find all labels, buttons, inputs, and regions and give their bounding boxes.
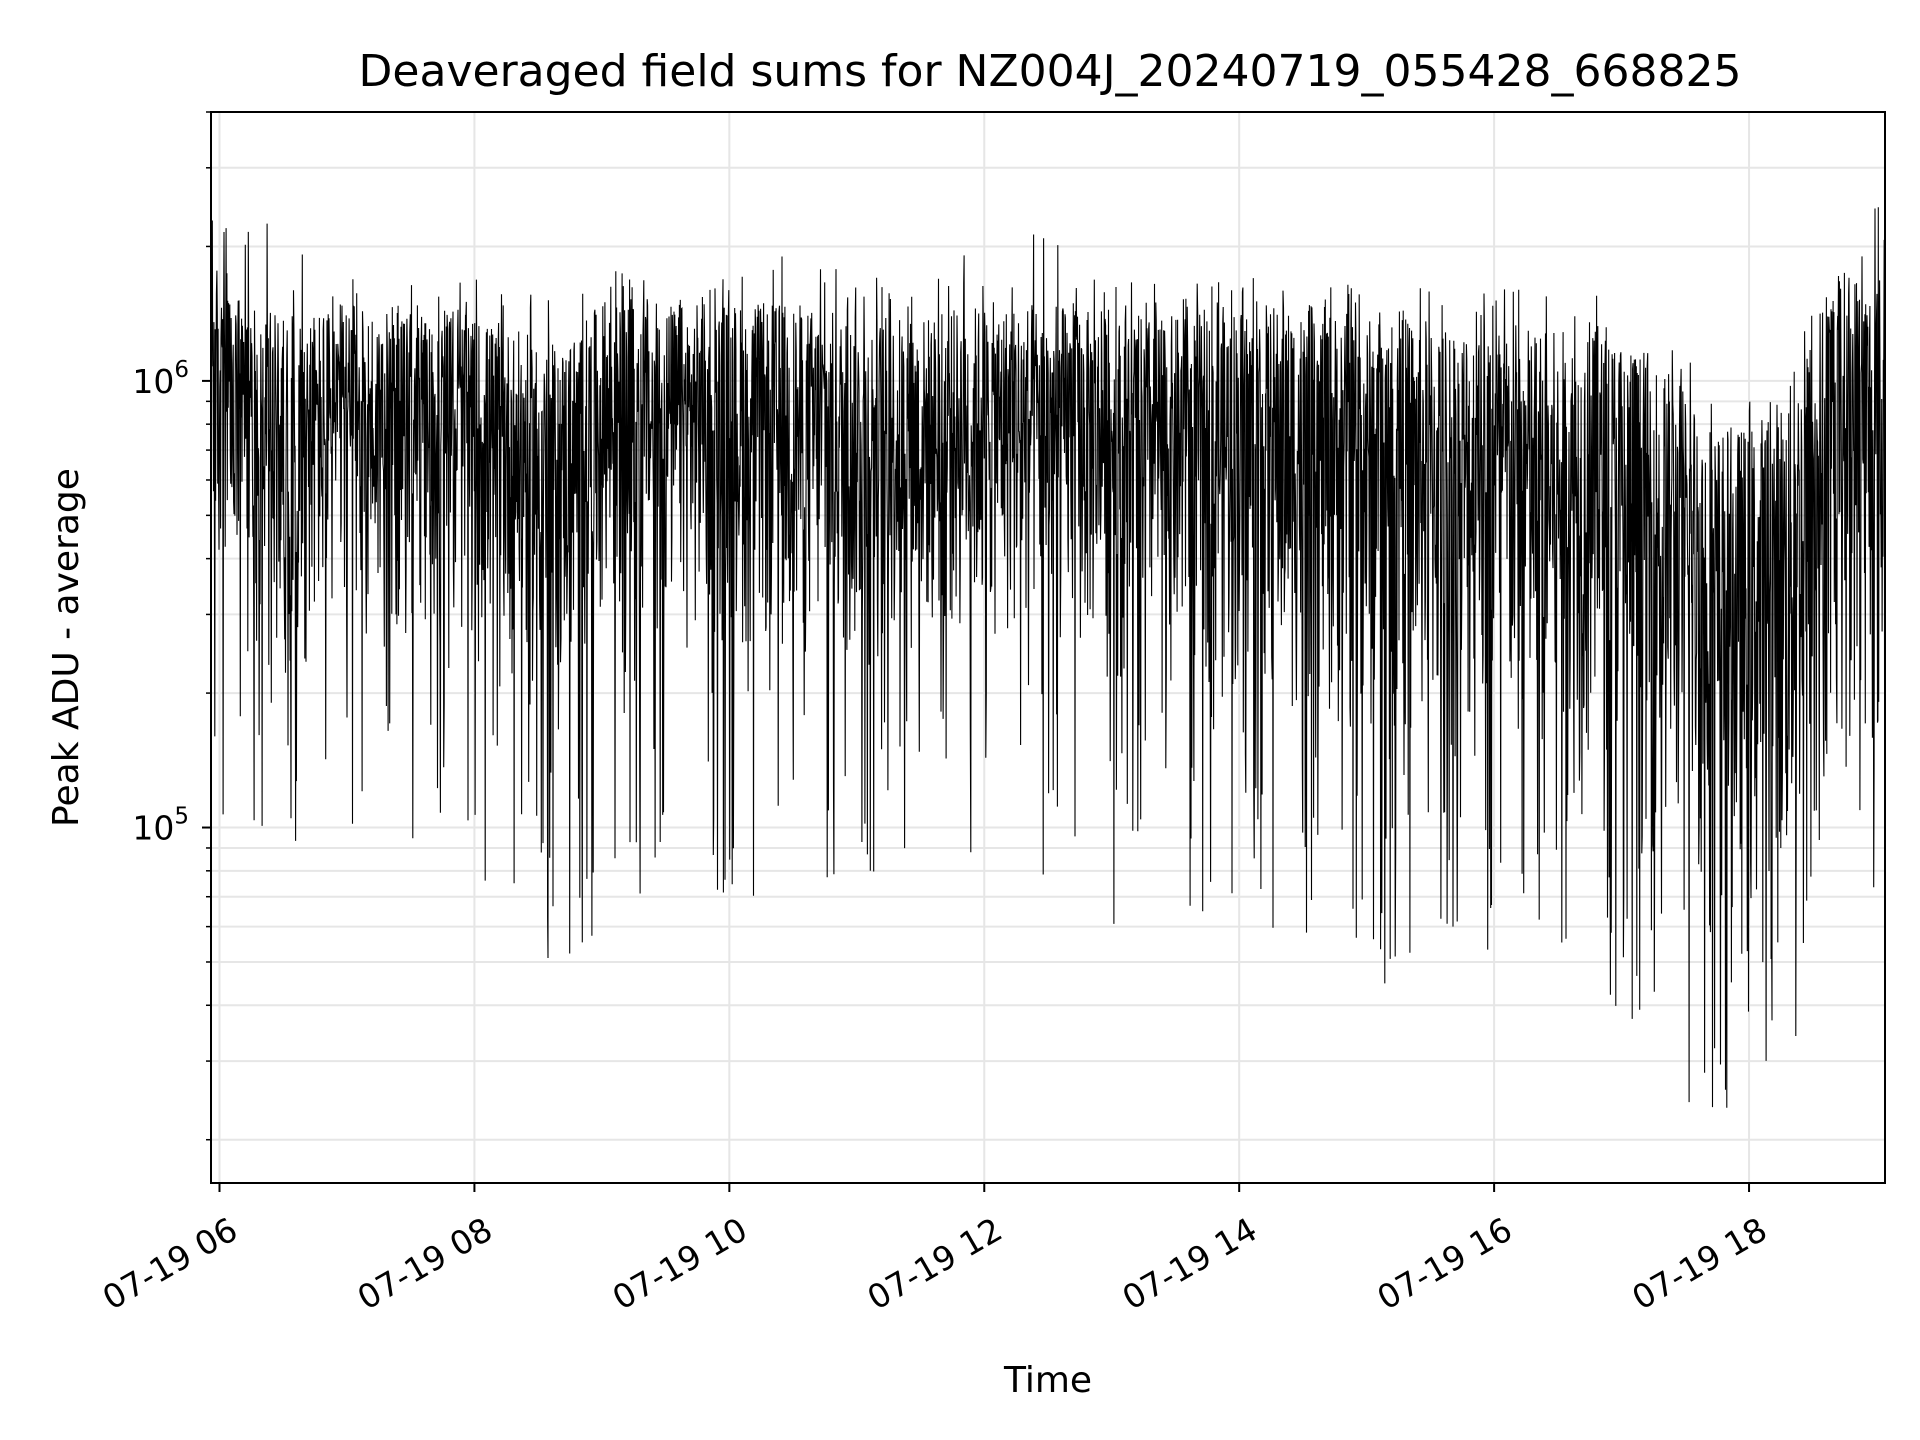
series-line <box>211 207 1885 1108</box>
x-axis-label: Time <box>1003 1360 1092 1401</box>
y-axis: 105 106 <box>132 111 211 1141</box>
plot-frame <box>210 111 1886 1184</box>
plot-area <box>210 111 1886 1184</box>
chart-title: Deaveraged field sums for NZ004J_2024071… <box>359 46 1742 97</box>
y-tick-label: 105 <box>132 804 189 848</box>
y-axis-label: Peak ADU - average <box>46 468 87 827</box>
y-tick-label: 106 <box>132 357 189 401</box>
